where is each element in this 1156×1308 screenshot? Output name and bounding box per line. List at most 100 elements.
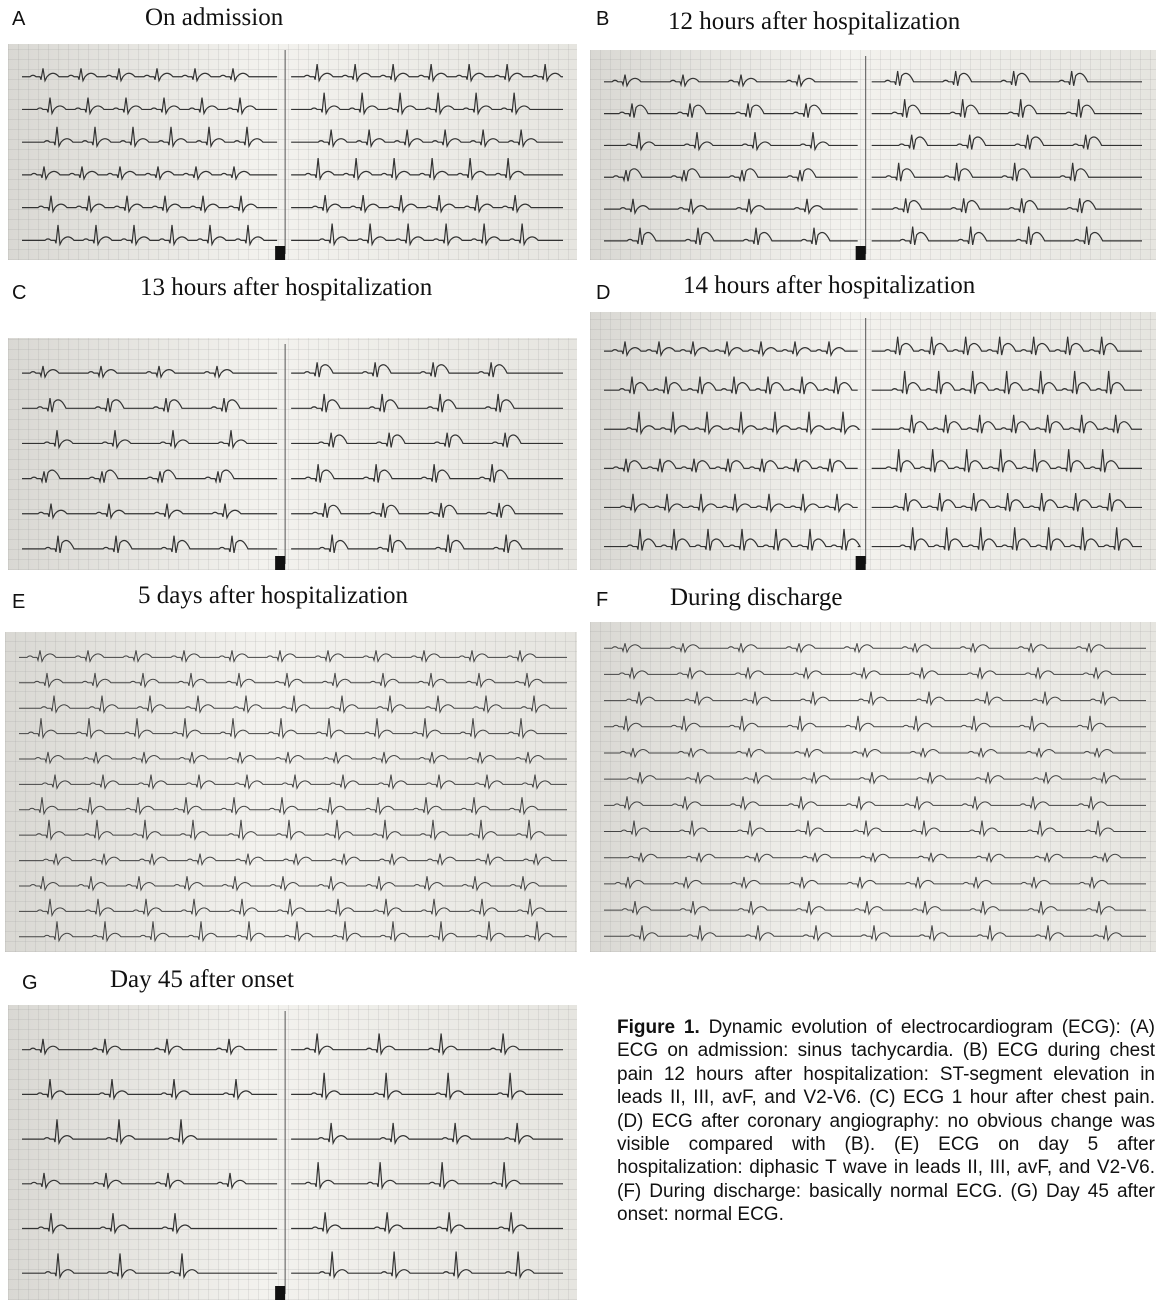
panel-label: B bbox=[596, 8, 609, 31]
panel-title: During discharge bbox=[670, 584, 842, 612]
ecg-trace bbox=[604, 228, 858, 245]
ecg-trace bbox=[604, 459, 858, 473]
ecg-trace bbox=[19, 854, 567, 865]
ecg-trace bbox=[604, 821, 1146, 836]
ecg-trace bbox=[604, 748, 1146, 757]
ecg-trace bbox=[872, 527, 1142, 550]
ecg-trace bbox=[22, 504, 277, 518]
ecg-trace bbox=[291, 93, 563, 114]
ecg-trace bbox=[872, 135, 1142, 150]
ecg-trace bbox=[604, 75, 858, 86]
ecg-trace-area bbox=[5, 632, 577, 952]
ecg-trace bbox=[22, 1039, 277, 1054]
ecg-trace bbox=[22, 196, 277, 212]
ecg-trace bbox=[22, 366, 277, 377]
ecg-trace bbox=[604, 103, 858, 117]
ecg-trace bbox=[872, 99, 1142, 117]
ecg-trace bbox=[291, 64, 563, 81]
ecg-trace bbox=[291, 130, 563, 147]
ecg-trace bbox=[604, 853, 1146, 862]
ecg-trace bbox=[19, 696, 567, 713]
panel-title: 13 hours after hospitalization bbox=[140, 274, 432, 302]
panel-label: F bbox=[596, 589, 608, 612]
ecg-trace bbox=[19, 775, 567, 789]
panel-label: C bbox=[12, 282, 26, 305]
ecg-photo bbox=[8, 338, 577, 570]
panel-label: E bbox=[12, 591, 25, 614]
ecg-photo bbox=[590, 622, 1156, 952]
photo-marker bbox=[275, 246, 285, 260]
panel-title: On admission bbox=[145, 4, 283, 32]
ecg-trace bbox=[291, 433, 563, 448]
ecg-trace bbox=[22, 1173, 277, 1188]
ecg-trace bbox=[291, 464, 563, 482]
ecg-trace bbox=[291, 362, 563, 377]
ecg-trace-area bbox=[590, 312, 1156, 570]
photo-marker bbox=[275, 1286, 285, 1300]
ecg-trace bbox=[604, 341, 858, 355]
ecg-trace-area bbox=[590, 622, 1156, 952]
ecg-trace-area bbox=[8, 44, 577, 260]
ecg-trace bbox=[604, 494, 858, 512]
ecg-trace bbox=[604, 901, 1146, 914]
ecg-trace bbox=[19, 876, 567, 890]
ecg-trace bbox=[291, 1123, 563, 1143]
caption-text: Dynamic evolution of electrocardiogram (… bbox=[617, 1017, 1155, 1225]
ecg-trace bbox=[19, 718, 567, 737]
ecg-trace bbox=[22, 536, 277, 553]
ecg-trace bbox=[872, 449, 1142, 472]
panel-title: 5 days after hospitalization bbox=[138, 582, 408, 610]
ecg-trace bbox=[604, 877, 1146, 888]
ecg-trace bbox=[19, 899, 567, 916]
page: {"panels": [ {"label": "A", "title": "On… bbox=[0, 0, 1156, 1308]
ecg-trace bbox=[604, 772, 1146, 783]
figure-caption: Figure 1. Dynamic evolution of electroca… bbox=[617, 1016, 1155, 1227]
ecg-trace bbox=[604, 377, 858, 395]
ecg-photo bbox=[5, 632, 577, 952]
ecg-trace bbox=[291, 224, 563, 245]
ecg-trace bbox=[19, 921, 567, 940]
ecg-trace bbox=[19, 820, 567, 839]
ecg-trace bbox=[22, 1213, 277, 1232]
ecg-trace bbox=[19, 797, 567, 814]
ecg-trace bbox=[604, 199, 858, 213]
ecg-trace bbox=[291, 195, 563, 212]
ecg-photo bbox=[590, 50, 1156, 260]
ecg-trace bbox=[291, 1073, 563, 1099]
ecg-trace bbox=[22, 225, 277, 244]
ecg-trace bbox=[604, 692, 1146, 705]
ecg-trace-area bbox=[590, 50, 1156, 260]
ecg-trace bbox=[604, 716, 1146, 731]
ecg-photo bbox=[8, 1005, 577, 1300]
ecg-trace bbox=[19, 650, 567, 661]
ecg-trace bbox=[22, 1079, 277, 1098]
ecg-trace bbox=[19, 673, 567, 687]
ecg-trace bbox=[872, 415, 1142, 433]
ecg-trace bbox=[604, 667, 1146, 678]
ecg-trace bbox=[19, 752, 567, 763]
ecg-trace bbox=[22, 68, 277, 80]
ecg-trace bbox=[22, 1253, 277, 1277]
ecg-trace bbox=[291, 503, 563, 518]
ecg-trace bbox=[872, 493, 1142, 511]
panel-title: 12 hours after hospitalization bbox=[668, 8, 960, 36]
ecg-trace bbox=[291, 1212, 563, 1232]
ecg-trace bbox=[291, 535, 563, 553]
ecg-trace bbox=[604, 132, 858, 149]
ecg-trace bbox=[604, 529, 860, 551]
ecg-photo bbox=[8, 44, 577, 260]
panel-title: Day 45 after onset bbox=[110, 966, 294, 994]
ecg-trace bbox=[22, 470, 277, 482]
panel-label: G bbox=[22, 972, 38, 995]
ecg-trace bbox=[291, 1033, 563, 1053]
ecg-trace bbox=[872, 163, 1142, 181]
panel-label: A bbox=[12, 8, 25, 31]
ecg-trace bbox=[872, 371, 1142, 394]
ecg-trace bbox=[872, 71, 1142, 86]
ecg-trace bbox=[291, 394, 563, 412]
ecg-trace bbox=[604, 796, 1146, 809]
ecg-trace bbox=[872, 227, 1142, 245]
photo-marker bbox=[856, 246, 866, 260]
ecg-trace bbox=[604, 412, 859, 434]
ecg-trace bbox=[872, 198, 1142, 213]
